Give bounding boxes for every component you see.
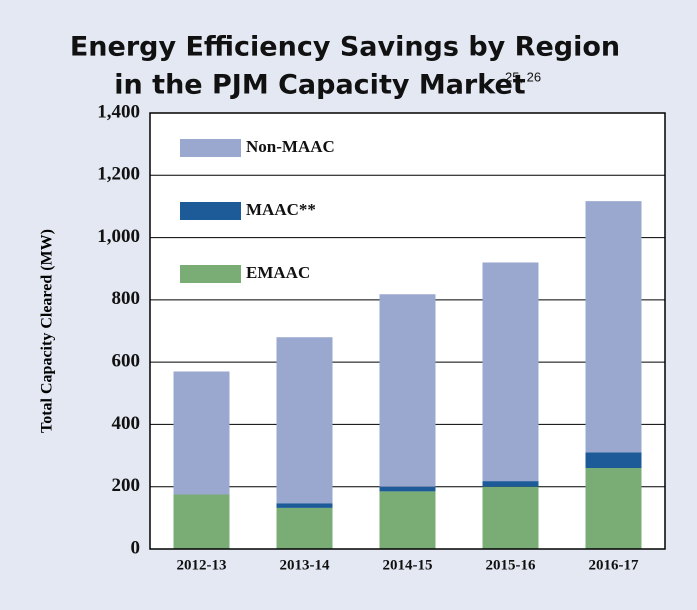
bar-segment: [173, 371, 230, 495]
bar-segment: [276, 507, 333, 549]
bar-segment: [173, 494, 230, 549]
y-tick-label: 0: [131, 537, 141, 558]
bar-segment: [276, 337, 333, 504]
bar-segment: [379, 486, 436, 492]
y-tick-label: 800: [112, 288, 141, 309]
legend-label: EMAAC: [246, 263, 310, 282]
legend-swatch: [180, 139, 241, 157]
bar-segment: [482, 262, 539, 482]
bar-segment: [585, 201, 642, 453]
legend-label: MAAC**: [246, 200, 316, 219]
y-axis-label: Total Capacity Cleared (MW): [39, 229, 56, 433]
bar-segment: [585, 452, 642, 469]
y-tick-label: 400: [112, 413, 141, 434]
x-tick-label: 2016-17: [589, 557, 639, 573]
plot-border: [149, 112, 666, 550]
x-tick-label: 2014-15: [383, 557, 433, 573]
x-tick-label: 2015-16: [486, 557, 536, 573]
y-tick-label: 200: [112, 475, 141, 496]
y-tick-label: 1,200: [97, 164, 140, 185]
bar-segment: [482, 481, 539, 487]
title-superscript: 25, 26: [505, 69, 541, 84]
y-tick-label: 1,400: [97, 101, 140, 122]
legend-label: Non-MAAC: [246, 137, 335, 156]
x-tick-label: 2013-14: [280, 557, 330, 573]
chart-title: Energy Efficiency Savings by Region: [70, 32, 620, 63]
bar-segment: [585, 468, 642, 549]
bar-segment: [379, 294, 436, 487]
y-tick-label: 1,000: [97, 226, 140, 247]
legend-swatch: [180, 202, 241, 220]
chart-title: in the PJM Capacity Market: [114, 70, 526, 101]
bar-segment: [276, 503, 333, 508]
x-tick-label: 2012-13: [177, 557, 227, 573]
bar-segment: [379, 491, 436, 549]
y-tick-label: 600: [112, 351, 141, 372]
bar-segment: [482, 486, 539, 549]
legend-swatch: [180, 265, 241, 283]
